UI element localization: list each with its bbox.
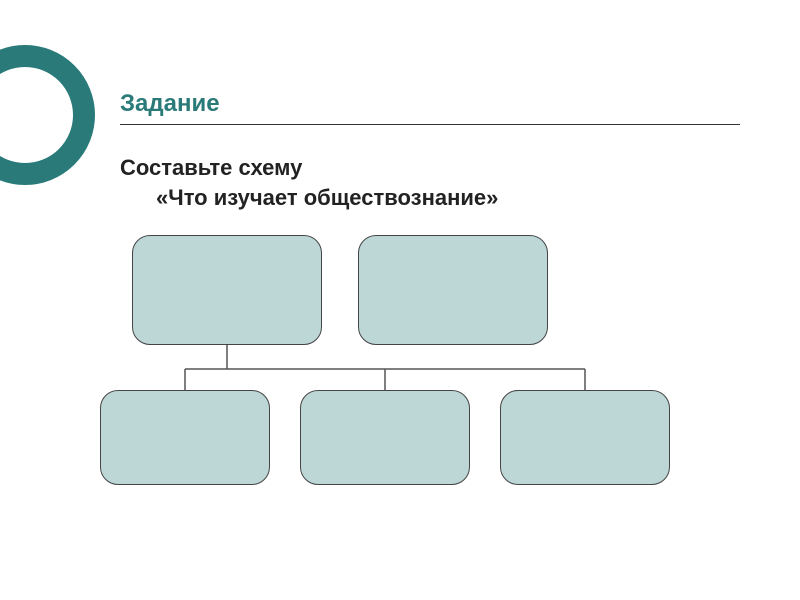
slide-title: Задание (120, 90, 740, 118)
corner-ring-decoration (0, 45, 95, 185)
subtitle-line-2: «Что изучает обществознание» (120, 183, 740, 213)
subtitle: Составьте схему «Что изучает обществозна… (120, 153, 740, 212)
diagram-box-top2 (358, 235, 548, 345)
diagram-canvas (100, 235, 700, 515)
diagram-box-bot2 (300, 390, 470, 485)
diagram-box-top1 (132, 235, 322, 345)
connector-path (185, 345, 585, 390)
title-underline (120, 124, 740, 125)
subtitle-line-1: Составьте схему (120, 155, 302, 180)
diagram-box-bot3 (500, 390, 670, 485)
ring-shape (0, 45, 95, 185)
content-area: Задание Составьте схему «Что изучает общ… (120, 90, 740, 240)
diagram-box-bot1 (100, 390, 270, 485)
